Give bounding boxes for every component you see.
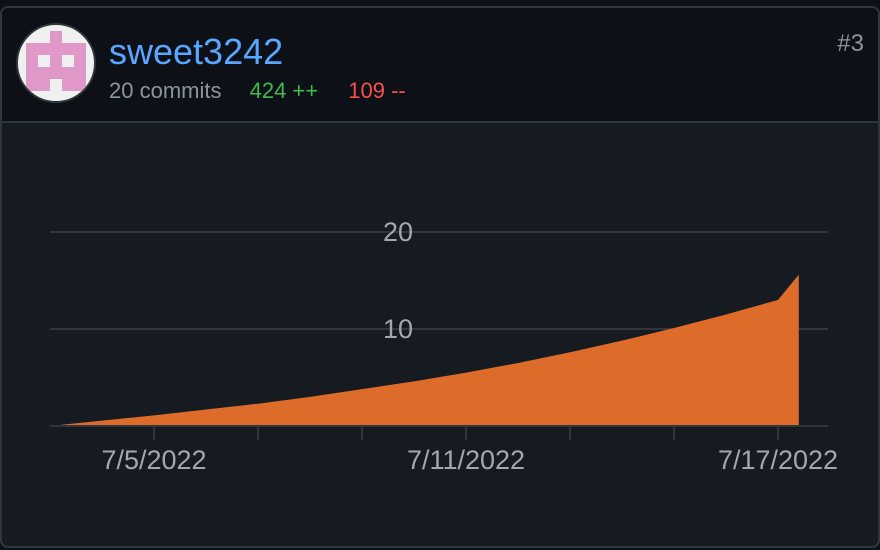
x-tick-label: 7/11/2022: [407, 445, 525, 475]
identicon-pixel: [26, 67, 86, 79]
identicon-pixel: [50, 55, 62, 67]
commits-area-chart: 10 20 7/5/2022 7/11/2022 7/17/2022: [50, 217, 838, 475]
identicon-pixel: [26, 43, 86, 55]
card-header: sweet3242 20 commits 424 ++ 109 -- #3: [2, 8, 878, 123]
identicon-pixel: [50, 31, 62, 43]
y-tick-label: 10: [383, 314, 413, 344]
identicon-pixel: [62, 79, 86, 91]
identicon-pixel: [74, 55, 86, 67]
username-link[interactable]: sweet3242: [109, 31, 284, 72]
additions-count: 424 ++: [249, 78, 319, 103]
x-tick-label: 7/5/2022: [101, 445, 206, 475]
area-series-commits: [50, 274, 799, 426]
y-tick-label: 20: [383, 217, 413, 247]
deletions-count: 109 --: [348, 78, 406, 103]
avatar[interactable]: [16, 23, 96, 103]
rank-badge: #3: [837, 30, 864, 57]
identicon-pixel: [26, 79, 50, 91]
commits-count: 20 commits: [109, 78, 222, 103]
contribution-stats: 20 commits 424 ++ 109 --: [109, 78, 406, 104]
identicon-icon: [26, 31, 86, 91]
x-tick-label: 7/17/2022: [718, 445, 838, 475]
contributor-card: sweet3242 20 commits 424 ++ 109 -- #3 10…: [0, 6, 880, 548]
identicon-pixel: [26, 55, 38, 67]
